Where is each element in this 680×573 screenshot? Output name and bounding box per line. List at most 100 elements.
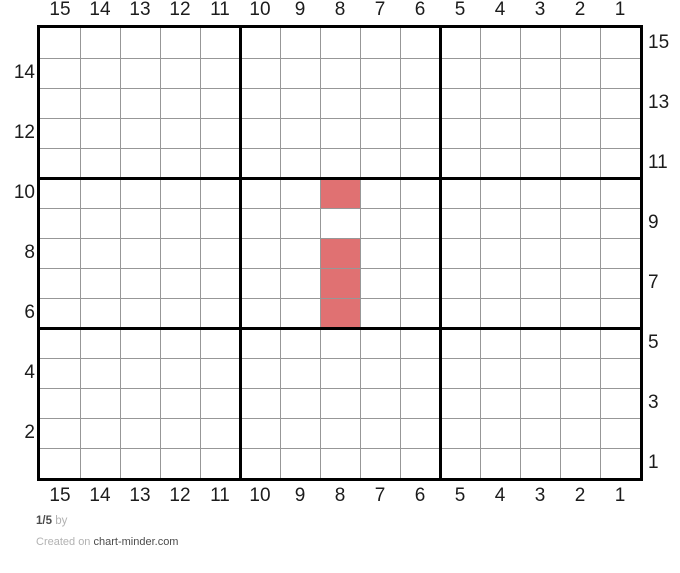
grid-cell[interactable] [200, 118, 240, 148]
grid-cell[interactable] [440, 268, 480, 298]
grid-cell[interactable] [520, 448, 560, 478]
grid-cell[interactable] [280, 238, 320, 268]
grid-cell[interactable] [600, 298, 640, 328]
grid-cell[interactable] [120, 358, 160, 388]
grid-cell[interactable] [440, 448, 480, 478]
grid-cell[interactable] [120, 328, 160, 358]
grid-cell[interactable] [120, 418, 160, 448]
grid-cell[interactable] [440, 58, 480, 88]
grid-cell[interactable] [400, 58, 440, 88]
grid-cell[interactable] [320, 118, 360, 148]
grid-cell[interactable] [80, 268, 120, 298]
grid-cell[interactable] [80, 328, 120, 358]
grid-cell[interactable] [240, 238, 280, 268]
grid-cell[interactable] [160, 178, 200, 208]
grid-cell[interactable] [360, 448, 400, 478]
grid-cell[interactable] [360, 178, 400, 208]
grid-cell[interactable] [440, 148, 480, 178]
grid-cell[interactable] [400, 208, 440, 238]
grid-cell[interactable] [160, 88, 200, 118]
grid-cell[interactable] [160, 448, 200, 478]
grid-cell[interactable] [600, 28, 640, 58]
grid-cell[interactable] [240, 328, 280, 358]
grid-cell[interactable] [480, 238, 520, 268]
grid-cell[interactable] [240, 268, 280, 298]
grid-cell[interactable] [360, 328, 400, 358]
grid-cell[interactable] [480, 88, 520, 118]
grid-cell[interactable] [360, 268, 400, 298]
grid-cell[interactable] [200, 148, 240, 178]
grid-cell[interactable] [240, 388, 280, 418]
grid-cell[interactable] [440, 208, 480, 238]
grid-cell[interactable] [80, 418, 120, 448]
grid-cell[interactable] [240, 88, 280, 118]
grid-cell[interactable] [360, 238, 400, 268]
grid-cell[interactable] [520, 88, 560, 118]
grid-cell[interactable] [160, 418, 200, 448]
grid-cell[interactable] [40, 208, 80, 238]
filled-grid-cell[interactable] [320, 238, 360, 268]
grid-cell[interactable] [400, 148, 440, 178]
site-link[interactable]: chart-minder.com [93, 536, 179, 548]
grid-cell[interactable] [280, 328, 320, 358]
grid-cell[interactable] [200, 28, 240, 58]
filled-grid-cell[interactable] [320, 268, 360, 298]
grid-cell[interactable] [360, 358, 400, 388]
grid-cell[interactable] [200, 178, 240, 208]
grid-cell[interactable] [360, 298, 400, 328]
grid-cell[interactable] [80, 238, 120, 268]
grid-cell[interactable] [320, 448, 360, 478]
grid-cell[interactable] [480, 58, 520, 88]
grid-cell[interactable] [200, 448, 240, 478]
grid-cell[interactable] [80, 208, 120, 238]
grid-cell[interactable] [80, 148, 120, 178]
grid-cell[interactable] [600, 388, 640, 418]
grid-cell[interactable] [520, 28, 560, 58]
grid-cell[interactable] [240, 178, 280, 208]
grid-cell[interactable] [160, 118, 200, 148]
grid-cell[interactable] [240, 58, 280, 88]
grid-cell[interactable] [280, 178, 320, 208]
grid-cell[interactable] [320, 28, 360, 58]
grid-cell[interactable] [440, 238, 480, 268]
grid-cell[interactable] [480, 28, 520, 58]
grid-cell[interactable] [520, 298, 560, 328]
grid-cell[interactable] [520, 58, 560, 88]
grid-cell[interactable] [400, 118, 440, 148]
grid-cell[interactable] [520, 238, 560, 268]
grid-cell[interactable] [80, 88, 120, 118]
grid-cell[interactable] [320, 58, 360, 88]
grid-cell[interactable] [40, 418, 80, 448]
grid-cell[interactable] [120, 88, 160, 118]
filled-grid-cell[interactable] [320, 178, 360, 208]
grid-cell[interactable] [40, 58, 80, 88]
grid-cell[interactable] [80, 388, 120, 418]
grid-cell[interactable] [320, 418, 360, 448]
grid-cell[interactable] [600, 448, 640, 478]
grid-cell[interactable] [40, 358, 80, 388]
grid-cell[interactable] [160, 208, 200, 238]
grid-cell[interactable] [320, 388, 360, 418]
grid-cell[interactable] [600, 58, 640, 88]
grid-cell[interactable] [200, 298, 240, 328]
grid-cell[interactable] [560, 88, 600, 118]
grid-cell[interactable] [160, 28, 200, 58]
grid-cell[interactable] [160, 148, 200, 178]
grid-cell[interactable] [200, 238, 240, 268]
grid-cell[interactable] [40, 28, 80, 58]
grid-cell[interactable] [600, 178, 640, 208]
grid-cell[interactable] [40, 298, 80, 328]
grid-cell[interactable] [560, 358, 600, 388]
grid-cell[interactable] [40, 268, 80, 298]
grid-cell[interactable] [240, 448, 280, 478]
grid-cell[interactable] [240, 418, 280, 448]
grid-cell[interactable] [320, 208, 360, 238]
grid-cell[interactable] [120, 448, 160, 478]
grid-cell[interactable] [280, 298, 320, 328]
grid-cell[interactable] [240, 208, 280, 238]
grid-cell[interactable] [480, 268, 520, 298]
grid-cell[interactable] [320, 88, 360, 118]
grid-cell[interactable] [120, 238, 160, 268]
grid-cell[interactable] [520, 328, 560, 358]
grid-cell[interactable] [520, 208, 560, 238]
